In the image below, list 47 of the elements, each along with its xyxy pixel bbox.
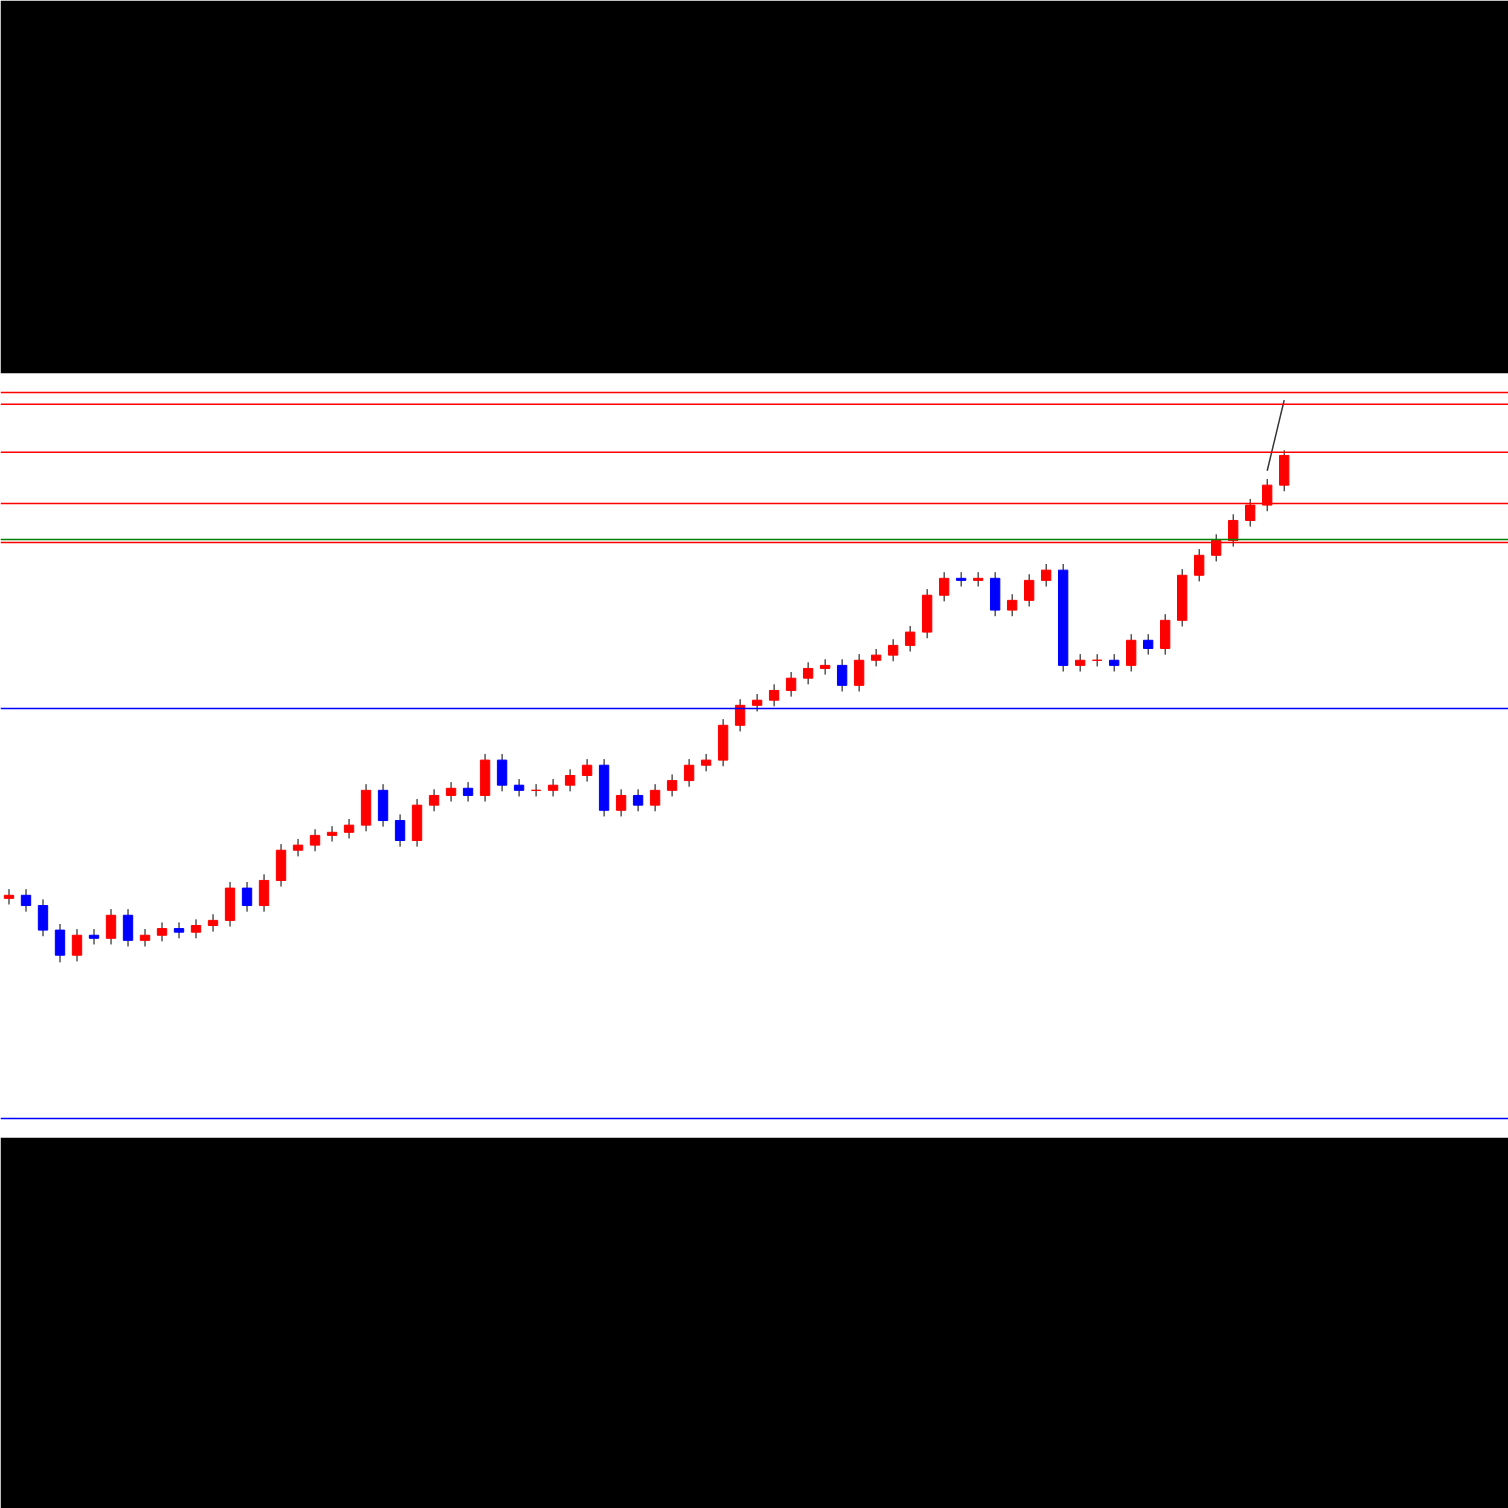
candlestick [547,778,559,797]
candlestick [581,758,593,783]
candlestick [513,778,525,797]
candlestick [1006,593,1018,617]
candlestick [428,788,440,812]
candlestick [615,788,627,817]
candlestick [1194,548,1205,582]
candlestick [904,625,916,653]
candlestick [751,693,763,712]
candlestick [343,818,355,839]
candlestick [105,908,117,945]
candlestick [309,828,321,852]
candlestick [836,658,848,692]
candlestick [768,683,780,707]
candlestick [785,671,797,698]
candlestick [649,783,661,812]
candlestick [632,788,644,812]
candlestick [3,888,15,906]
candlestick [71,928,83,962]
candlestick [887,638,899,662]
candlestick [173,921,185,939]
candlestick [292,838,304,857]
candlestick [156,921,168,942]
candlestick [462,781,474,803]
candlestick [1092,653,1103,667]
candlestick [802,661,814,685]
candlestick [700,753,712,772]
candlestick [190,918,202,939]
candlestick [564,768,576,792]
candlestick [207,913,219,933]
candlestick [870,648,882,667]
candlestick [20,888,32,913]
candlestick [1040,563,1052,588]
candlestick [666,773,678,797]
candlestick [139,928,151,947]
candlestick [683,758,695,788]
candlestick [394,813,406,848]
candlestick [530,783,542,797]
candlestick [241,881,253,913]
candlestick [88,928,100,945]
candlestick [445,781,457,803]
candlestick [819,658,831,676]
candlestick [938,571,950,602]
candlestick [326,825,338,843]
candlestick [734,698,746,732]
candlestick [1023,573,1035,607]
candlestick [1143,633,1154,656]
